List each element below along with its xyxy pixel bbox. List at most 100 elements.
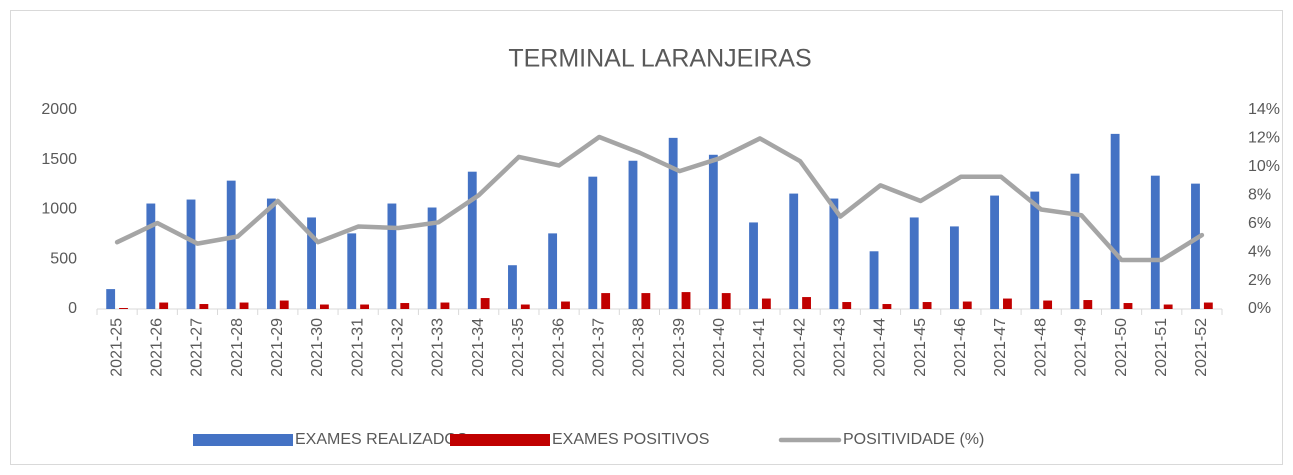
bar — [721, 293, 731, 309]
bar — [761, 298, 771, 309]
legend-swatch — [450, 434, 550, 446]
bar — [842, 302, 852, 309]
x-tick-label: 2021-38 — [631, 318, 648, 377]
bar — [508, 265, 517, 309]
bar — [1003, 298, 1012, 309]
bar — [1191, 183, 1200, 309]
line — [114, 134, 1205, 263]
legend-label: POSITIVIDADE (%) — [843, 431, 984, 448]
y2-tick-label: 12% — [1248, 130, 1280, 147]
bar — [186, 199, 196, 309]
bar — [601, 293, 611, 309]
x-tick-label: 2021-40 — [711, 318, 728, 377]
x-tick-label: 2021-37 — [590, 318, 607, 377]
bar — [869, 251, 879, 309]
x-tick-label: 2021-31 — [349, 318, 366, 377]
bar — [829, 198, 839, 309]
x-tick-label: 2021-34 — [470, 318, 487, 377]
x-tick-label: 2021-29 — [269, 318, 286, 377]
bar — [360, 304, 370, 309]
x-tick-label: 2021-27 — [189, 318, 206, 377]
bar — [909, 217, 919, 309]
y-tick-label: 1500 — [41, 151, 77, 168]
bar — [387, 203, 397, 309]
x-tick-label: 2021-30 — [309, 318, 326, 377]
legend-label: EXAMES REALIZADOS — [295, 431, 468, 448]
bar — [668, 137, 678, 309]
y2-tick-label: 14% — [1248, 101, 1280, 118]
x-tick-label: 2021-42 — [791, 318, 808, 377]
bar — [239, 302, 249, 309]
bar — [588, 176, 598, 309]
bar — [106, 289, 116, 309]
bar — [279, 300, 289, 309]
bar — [561, 301, 570, 309]
y2-tick-label: 4% — [1248, 243, 1271, 260]
chart-title: TERMINAL LARANJEIRAS — [508, 45, 811, 73]
bar — [628, 160, 638, 309]
x-tick-label: 2021-36 — [550, 318, 567, 377]
bar — [990, 195, 1000, 309]
bar — [400, 303, 410, 309]
bar — [548, 233, 558, 309]
y2-tick-label: 8% — [1248, 187, 1271, 204]
bar — [1150, 175, 1160, 309]
chart-border — [10, 10, 1283, 465]
x-tick-label: 2021-50 — [1113, 318, 1130, 377]
bar — [1030, 191, 1040, 309]
x-tick-label: 2021-45 — [912, 318, 929, 377]
x-tick-label: 2021-41 — [751, 318, 768, 377]
bar — [681, 292, 691, 309]
bar — [467, 171, 477, 309]
x-tick-label: 2021-33 — [430, 318, 447, 377]
bar — [1123, 303, 1133, 309]
y2-tick-label: 6% — [1248, 215, 1271, 232]
bar — [1083, 300, 1093, 309]
x-tick-label: 2021-26 — [148, 318, 165, 377]
y-tick-label: 1000 — [41, 201, 77, 218]
bar — [347, 233, 357, 309]
bar — [641, 293, 651, 309]
bar — [1070, 173, 1080, 309]
x-tick-label: 2021-25 — [108, 318, 125, 377]
bar — [1043, 300, 1053, 309]
x-tick-label: 2021-51 — [1153, 318, 1170, 377]
x-tick-label: 2021-49 — [1073, 318, 1090, 377]
x-tick-label: 2021-48 — [1032, 318, 1049, 377]
y-tick-label: 2000 — [41, 101, 77, 118]
bar — [440, 302, 450, 309]
bar — [922, 302, 932, 309]
x-tick-label: 2021-46 — [952, 318, 969, 377]
x-tick-label: 2021-43 — [832, 318, 849, 377]
bar — [520, 304, 530, 309]
x-tick-label: 2021-35 — [510, 318, 527, 377]
y2-tick-label: 0% — [1248, 300, 1271, 317]
y2-tick-label: 10% — [1248, 158, 1280, 175]
bar — [1203, 302, 1213, 309]
legend-label: EXAMES POSITIVOS — [552, 431, 709, 448]
bar — [307, 217, 316, 309]
bar — [159, 302, 169, 309]
bar — [427, 207, 437, 309]
bar — [319, 304, 329, 309]
bar — [708, 154, 718, 309]
bar — [1163, 304, 1173, 309]
x-tick-label: 2021-47 — [992, 318, 1009, 377]
bar — [146, 203, 156, 309]
bar — [480, 298, 490, 309]
x-tick-label: 2021-52 — [1193, 318, 1210, 377]
bar — [949, 226, 959, 309]
legend-swatch — [193, 434, 293, 446]
bar — [802, 297, 811, 309]
bar — [789, 193, 799, 309]
y-tick-label: 500 — [50, 250, 77, 267]
x-tick-label: 2021-39 — [671, 318, 688, 377]
x-tick-label: 2021-44 — [872, 318, 889, 377]
bar — [226, 180, 236, 309]
x-tick-label: 2021-32 — [390, 318, 407, 377]
bar — [882, 304, 892, 309]
bar — [266, 198, 276, 309]
y-tick-label: 0 — [68, 300, 77, 317]
bar — [1110, 133, 1120, 309]
